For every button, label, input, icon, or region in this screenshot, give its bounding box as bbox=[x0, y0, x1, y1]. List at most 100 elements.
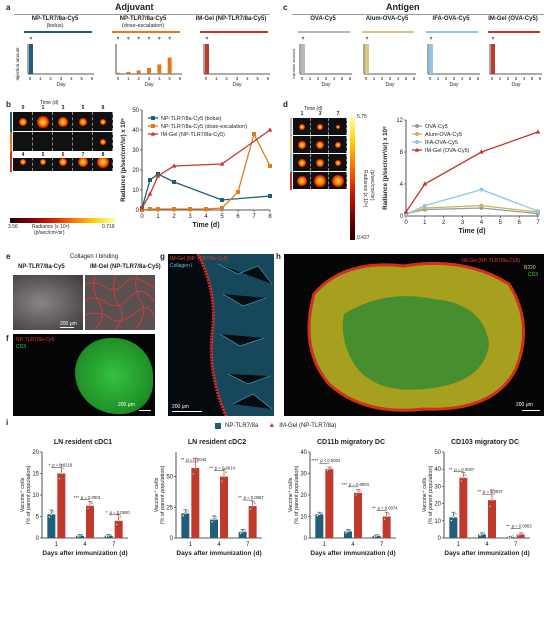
b-colorbar-max: 0.719 bbox=[102, 224, 115, 230]
syringe-icon bbox=[491, 37, 495, 40]
c-x-tick: 4 bbox=[397, 76, 400, 81]
section-rule-antigen bbox=[292, 14, 544, 15]
ivis-group-marker bbox=[10, 132, 12, 152]
y-tick-label: 8 bbox=[400, 150, 404, 156]
g-scale-label: 200 μm bbox=[172, 404, 189, 410]
bar bbox=[57, 473, 66, 538]
f-label-1: NP-TLR7/8a-Cy5 bbox=[16, 337, 55, 343]
ivis-time-label: 5 bbox=[81, 105, 85, 111]
y-tick-label: 12 bbox=[396, 118, 403, 124]
data-point bbox=[148, 178, 152, 182]
a-group-subtitle: (bolus) bbox=[46, 23, 64, 29]
replicate-point bbox=[79, 534, 81, 537]
replicate-point bbox=[48, 515, 51, 518]
ivis-time-label: 7 bbox=[73, 152, 93, 158]
replicate-point bbox=[58, 477, 61, 480]
c-group-rule bbox=[488, 31, 540, 33]
significance-stars: ** bbox=[477, 489, 481, 494]
a-x-tick: 3 bbox=[148, 76, 151, 81]
data-point bbox=[155, 173, 161, 178]
c-dose-bar bbox=[365, 44, 369, 74]
a-dose-bar bbox=[157, 64, 162, 74]
c-group-rule bbox=[298, 31, 350, 33]
d-time-header: Time (d) bbox=[304, 106, 323, 112]
a-group-rule bbox=[24, 31, 92, 33]
c-x-tick: 6 bbox=[539, 76, 542, 81]
a-schedule-axes: Injection amount 0 1 2 3 4 5 6 Day bbox=[15, 37, 94, 88]
bar bbox=[478, 534, 486, 538]
a-x-tick: 4 bbox=[70, 76, 73, 81]
y-tick-label: 30 bbox=[300, 472, 307, 478]
ivis-signal bbox=[298, 141, 306, 149]
p-value-label: p = 0.0067 bbox=[244, 495, 265, 500]
bar-chart-title: CD103 migratory DC bbox=[451, 439, 519, 446]
ivis-cell bbox=[329, 118, 347, 135]
syringe-icon bbox=[126, 37, 130, 40]
a-x-tick: 5 bbox=[168, 76, 171, 81]
y-tick-label: 30 bbox=[434, 484, 441, 490]
replicate-point bbox=[462, 476, 465, 479]
replicate-point bbox=[517, 534, 520, 537]
replicate-point bbox=[511, 535, 514, 538]
panel-letter-h: h bbox=[276, 252, 281, 261]
data-point bbox=[156, 207, 160, 211]
ivis-cell bbox=[73, 132, 93, 151]
legend-label: Alum-OVA-Cy5 bbox=[425, 132, 462, 138]
y-axis-label-unit: (% of parent population) bbox=[160, 465, 166, 524]
replicate-point bbox=[222, 475, 226, 478]
d-colorbar-min: 0.427 bbox=[357, 235, 370, 241]
bar bbox=[248, 506, 257, 538]
ivis-signal bbox=[335, 142, 341, 148]
c-group-rule bbox=[362, 31, 414, 33]
replicate-point bbox=[213, 518, 215, 521]
replicate-point bbox=[507, 536, 510, 539]
ivis-cell bbox=[329, 154, 347, 171]
x-tick-label: 5 bbox=[499, 220, 503, 226]
replicate-point bbox=[356, 491, 360, 494]
x-tick-label: 7 bbox=[380, 542, 384, 548]
x-tick-label: 7 bbox=[536, 220, 540, 226]
p-value-label: p = 0.0014 bbox=[215, 466, 236, 471]
y-tick-label: 50 bbox=[166, 475, 173, 481]
ivis-time-label: 1 bbox=[300, 111, 304, 117]
bar bbox=[114, 520, 123, 538]
series-line bbox=[405, 204, 539, 216]
c-schedule-axes: 0 1 2 3 4 5 6 Day bbox=[363, 37, 416, 88]
p-value-label: p = 0.0500 bbox=[110, 510, 131, 515]
x-tick-label: 7 bbox=[112, 542, 116, 548]
d-colorbar-label: Radiance (x 10⁸) bbox=[362, 170, 368, 208]
replicate-point bbox=[450, 519, 453, 522]
ivis-time-label: 8 bbox=[101, 105, 105, 111]
p-value-label: p = 0.0074 bbox=[378, 506, 399, 511]
a-dose-bar bbox=[136, 70, 141, 74]
b-colorbar bbox=[10, 218, 115, 223]
c-x-tick: 2 bbox=[445, 76, 448, 81]
section-title-adjuvant: Adjuvant bbox=[115, 2, 154, 12]
ivis-signal bbox=[18, 117, 28, 127]
replicate-point bbox=[492, 492, 496, 495]
series-line bbox=[141, 129, 271, 209]
c-x-tick: 6 bbox=[349, 76, 352, 81]
a-schedule-axes: 0 1 2 3 4 5 6 Day bbox=[203, 37, 270, 88]
ivis-cell bbox=[53, 112, 73, 131]
data-point bbox=[140, 208, 144, 212]
a-x-tick: 3 bbox=[236, 76, 239, 81]
c-x-tick: 3 bbox=[515, 76, 518, 81]
ivis-group-marker bbox=[290, 154, 292, 172]
bar bbox=[459, 477, 468, 538]
y-axis-label: Vaccine⁺ cells bbox=[19, 477, 26, 512]
legend-label: IM-Gel (OVA-Cy5) bbox=[425, 148, 470, 154]
replicate-point bbox=[481, 533, 483, 536]
e-scale-label: 200 μm bbox=[60, 321, 77, 327]
y-tick-label: 20 bbox=[32, 450, 39, 456]
replicate-point bbox=[249, 507, 252, 510]
y-axis-label-unit: (% of parent population) bbox=[26, 465, 32, 524]
ivis-cell bbox=[311, 172, 329, 189]
syringe-icon bbox=[137, 37, 141, 40]
replicate-point bbox=[86, 506, 90, 510]
replicate-point bbox=[375, 534, 378, 537]
y-tick-label: 20 bbox=[300, 493, 307, 499]
c-xlabel: Day bbox=[322, 82, 331, 88]
panel-letter-i: i bbox=[6, 418, 9, 427]
series-line bbox=[141, 132, 271, 211]
